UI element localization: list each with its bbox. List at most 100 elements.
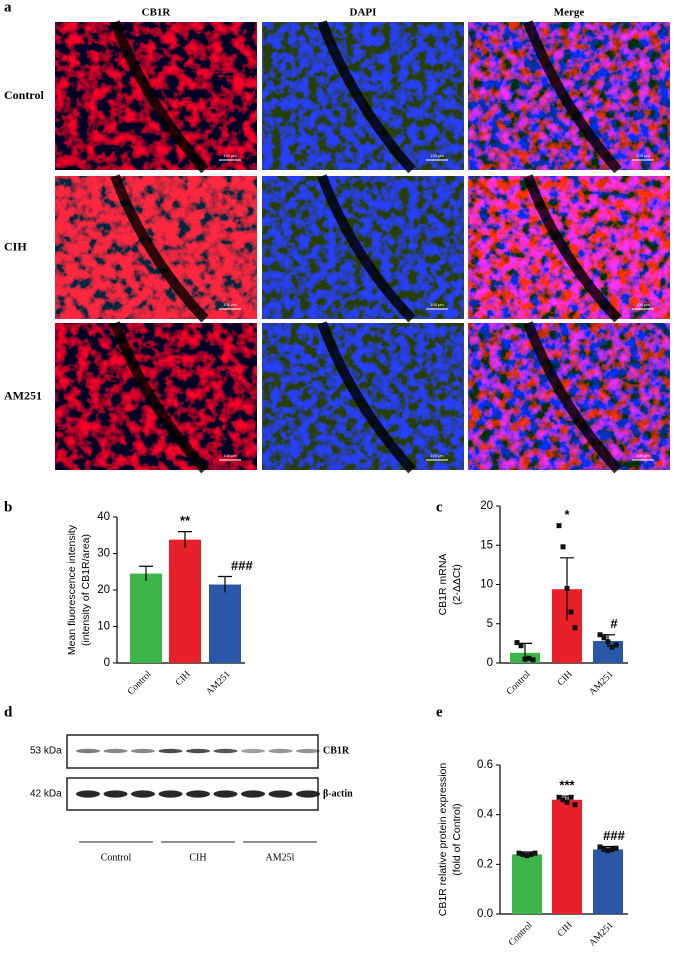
significance-label: ### [603,828,625,843]
micrograph-texture [55,176,257,319]
y-tick-label: 10 [480,579,493,591]
blot-band [158,790,183,798]
panel-label: b [4,499,12,515]
row-label: Control [4,88,44,102]
data-point [597,844,603,850]
data-point [560,797,566,803]
x-tick-label: CIH [174,670,193,689]
data-point [568,794,574,800]
data-point [516,850,522,856]
bar [512,854,542,914]
x-tick-label: CIH [556,670,575,689]
y-tick-label: 5 [487,618,493,630]
y-tick-label: 0.0 [477,908,493,920]
data-point [564,799,570,805]
lumen [523,20,622,174]
data-point [556,794,562,800]
lumen [523,321,622,474]
error-bar [178,531,192,548]
data-point [609,644,615,650]
marker-label: 53 kDa [30,746,62,757]
y-tick-label: 0.4 [477,809,494,821]
band-label: β-actin [323,788,353,799]
data-point [609,846,615,852]
blot-band [76,790,100,798]
group-label: Control [101,852,132,863]
blot-band [241,748,265,754]
y-tick-label: 20 [480,500,493,512]
lumen [523,174,622,323]
blot-image [66,734,320,811]
scale-bar-label: 100 μm [223,453,237,458]
y-tick-label: 15 [480,539,493,551]
column-header: DAPI [350,7,377,19]
blot-band [131,790,155,798]
blot-band [158,748,183,754]
bar [552,799,582,914]
y-axis-label: CB1R relative protein expression [437,763,449,917]
y-tick-label: 20 [97,584,110,596]
data-point [520,851,526,857]
y-tick-label: 0 [487,657,493,669]
scale-bar-label: 100 μm [636,153,650,158]
x-tick-label: Control [126,669,154,697]
lumen [317,174,416,323]
blot-band [296,748,320,754]
panel-label: e [436,704,443,720]
error-bar [218,575,232,593]
marker-label: 42 kDa [30,789,62,800]
data-point [568,609,574,615]
lumen [110,174,209,323]
lumen [317,321,416,474]
data-point [564,585,570,591]
significance-label: * [564,507,570,522]
significance-label: # [610,616,618,631]
y-tick-label: 0.2 [477,858,493,870]
significance-label: *** [559,777,575,792]
bar [130,573,162,663]
data-point [572,625,578,631]
micrograph-texture [468,176,670,319]
group-label: AM25l [266,852,295,863]
y-axis-label: CB1R mRNA [437,554,449,616]
x-tick-label: AM251 [205,669,233,697]
data-point [526,655,532,661]
x-tick-label: AM251 [588,669,616,697]
panel-label: c [436,499,443,515]
row-label: AM251 [4,388,42,402]
scale-bar-label: 100 μm [430,453,444,458]
data-point [524,853,530,859]
bar [169,539,201,663]
scale-bar-label: 100 μm [430,302,444,307]
data-point [514,640,520,646]
micrograph-texture [262,176,464,319]
y-tick-label: 30 [97,548,110,560]
scale-bar-label: 100 μm [636,453,650,458]
scale-bar-label: 100 μm [430,153,444,158]
x-tick-label: AM251 [588,920,616,948]
data-point [556,523,562,529]
y-axis-label: (2-ΔΔCt) [451,564,463,605]
x-tick-label: Control [505,669,533,697]
y-axis-label: (fold of Control) [451,803,463,875]
data-point [522,656,528,662]
panel-label: a [4,0,12,15]
bar [593,849,623,914]
data-point [530,657,536,663]
blot-band [103,748,128,754]
y-axis-label: Mean fluorescence intensity [66,524,78,655]
scale-bar-label: 100 μm [636,302,650,307]
lumen [110,20,209,174]
column-header: CB1R [142,7,172,19]
data-point [518,643,524,649]
lumen [110,321,209,474]
blot-band [186,748,210,754]
scale-bar-label: 100 μm [223,302,237,307]
data-point [560,544,566,550]
blot-band [186,790,210,798]
y-tick-label: 40 [97,511,110,523]
error-bar [139,565,153,581]
y-tick-label: 0 [104,657,110,669]
